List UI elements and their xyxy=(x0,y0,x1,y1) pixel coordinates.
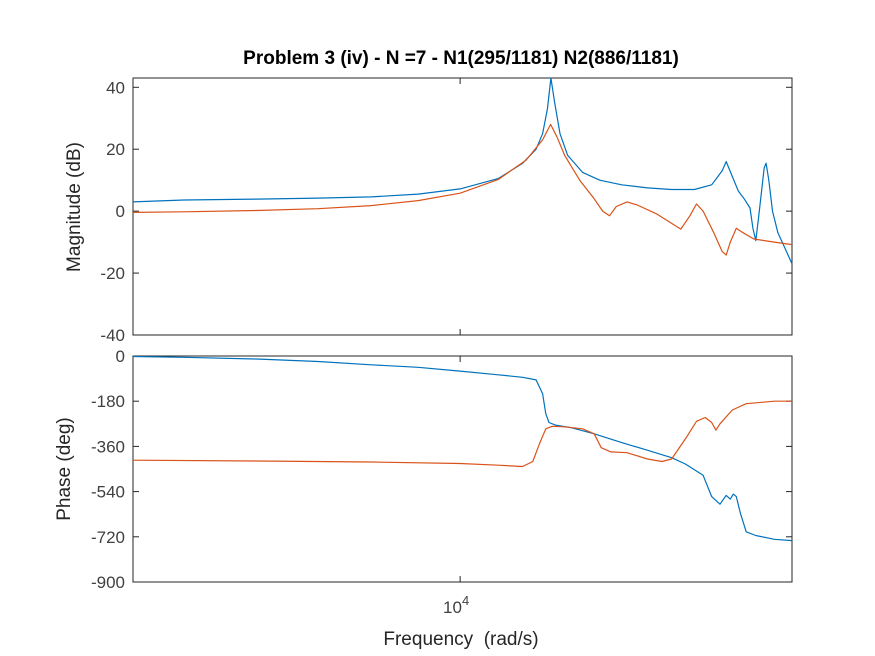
phase-series-lines xyxy=(132,355,793,542)
phase-axes: 0 -180 -360 -540 -720 -900 Phase (deg) Freque… xyxy=(54,347,793,650)
magnitude-axes: 40 20 0 -20 -40 Magnitude (dB) xyxy=(64,77,793,345)
phase-plot-area xyxy=(132,355,793,583)
magnitude-model-line xyxy=(132,123,793,256)
phase-model-line xyxy=(132,400,792,468)
phase-y-tick-label: -900 xyxy=(91,573,125,592)
phase-y-tick-label: 0 xyxy=(116,347,125,366)
magnitude-y-tick-label: 20 xyxy=(106,140,125,159)
x-tick-label: 104 xyxy=(443,593,469,617)
magnitude-plot-area xyxy=(132,77,793,336)
x-axis-label: Frequency (rad/s) xyxy=(383,629,538,650)
magnitude-y-tick-label: -20 xyxy=(100,264,125,283)
magnitude-series-lines xyxy=(132,77,793,265)
phase-y-tick-label: -360 xyxy=(91,437,125,456)
magnitude-measured-line xyxy=(132,77,793,265)
magnitude-y-tick-label: 0 xyxy=(116,202,125,221)
phase-y-tick-label: -180 xyxy=(91,392,125,411)
magnitude-y-label: Magnitude (dB) xyxy=(64,142,85,272)
phase-measured-line xyxy=(132,355,793,542)
phase-y-ticks: 0 -180 -360 -540 -720 -900 xyxy=(91,347,792,592)
phase-y-label: Phase (deg) xyxy=(54,417,75,521)
magnitude-y-tick-label: 40 xyxy=(106,78,125,97)
magnitude-y-tick-label: -40 xyxy=(100,326,125,345)
magnitude-y-ticks: 40 20 0 -20 -40 xyxy=(100,78,792,345)
chart-title: Problem 3 (iv) - N =7 - N1(295/1181) N2(… xyxy=(243,48,679,69)
frequency-x-ticks: 104 xyxy=(443,78,469,617)
phase-y-tick-label: -540 xyxy=(91,483,125,502)
phase-y-tick-label: -720 xyxy=(91,528,125,547)
